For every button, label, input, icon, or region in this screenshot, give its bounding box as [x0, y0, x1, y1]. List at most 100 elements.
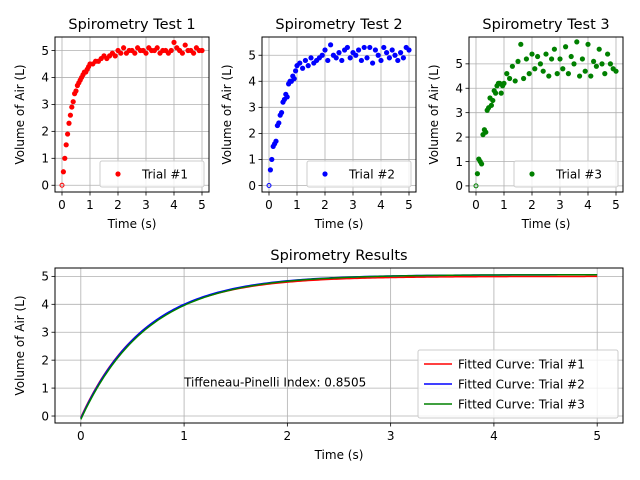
data-point	[483, 129, 489, 135]
y-tick-label: 3	[455, 106, 463, 120]
x-tick-label: 3	[387, 429, 395, 443]
data-point	[291, 76, 297, 82]
y-axis-label: Volume of Air (L)	[427, 64, 441, 164]
data-point	[143, 50, 149, 56]
x-axis-label: Time (s)	[314, 448, 364, 462]
data-point	[493, 90, 499, 96]
chart-1: 0 1 2 3 4 5 0 1 2 3 4 5 Spirometry Test 1 Time (s) Vol…	[13, 17, 210, 231]
data-point	[267, 167, 273, 173]
data-point	[121, 45, 127, 51]
data-point	[276, 120, 282, 126]
data-point	[344, 44, 350, 51]
data-point	[565, 71, 572, 77]
x-tick-label: 4	[584, 198, 592, 212]
data-point	[325, 57, 331, 64]
data-point	[473, 183, 479, 189]
data-point	[613, 68, 619, 74]
legend-marker	[322, 171, 328, 177]
data-point	[579, 56, 586, 62]
y-tick-label: 1	[41, 381, 49, 395]
y-tick-label: 4	[41, 298, 49, 312]
data-point	[333, 55, 339, 61]
y-axis-label: Volume of Air (L)	[220, 64, 234, 164]
data-point	[543, 51, 549, 57]
x-tick-label: 1	[293, 198, 301, 212]
x-axis-label: Time (s)	[107, 217, 157, 231]
chart-title: Spirometry Results	[270, 248, 407, 264]
legend-label: Trial #1	[141, 168, 188, 182]
data-point	[392, 52, 398, 58]
data-point	[65, 131, 71, 137]
data-point	[591, 58, 597, 65]
data-point	[319, 52, 325, 58]
y-tick-label: 4	[455, 82, 463, 96]
x-tick-label: 5	[612, 198, 620, 212]
data-point	[308, 55, 314, 61]
legend-label: Trial #3	[555, 168, 602, 182]
x-tick-label: 2	[528, 198, 536, 212]
data-point	[395, 57, 401, 64]
data-point	[59, 182, 65, 188]
data-point	[60, 169, 66, 175]
x-tick-label: 4	[377, 198, 385, 212]
y-axis-label: Volume of Air (L)	[13, 64, 27, 164]
axes-frame	[54, 36, 210, 193]
data-point	[599, 61, 605, 67]
legend-box	[417, 349, 619, 419]
data-point	[535, 53, 541, 60]
axes-frame	[54, 267, 624, 424]
data-point	[571, 61, 577, 67]
data-point	[279, 109, 285, 116]
axes-frame	[261, 36, 417, 193]
data-point	[367, 44, 373, 51]
x-tick-label: 0	[77, 429, 85, 443]
y-tick-label: 1	[41, 152, 49, 166]
data-point	[168, 47, 174, 54]
data-point	[328, 42, 334, 48]
data-point	[66, 120, 72, 126]
data-point	[532, 66, 538, 72]
data-point	[171, 39, 177, 45]
data-point	[526, 71, 532, 77]
data-point	[596, 46, 602, 52]
y-tick-label: 2	[248, 127, 256, 141]
legend-label: Fitted Curve: Trial #2	[458, 378, 585, 392]
data-point	[540, 68, 546, 74]
data-point	[273, 138, 279, 144]
data-point	[498, 90, 504, 96]
y-tick-label: 0	[41, 409, 49, 423]
data-point	[384, 50, 390, 56]
data-point	[523, 56, 530, 62]
y-tick-label: 0	[248, 179, 256, 193]
x-tick-label: 4	[490, 429, 498, 443]
chart-4: 0 1 2 3 4 5 0 1 2 3 4 5 Spirometry Results Time (s) Vo…	[13, 248, 624, 462]
y-tick-label: 2	[455, 130, 463, 144]
x-tick-label: 1	[86, 198, 94, 212]
data-point	[529, 51, 535, 57]
data-point	[501, 80, 507, 86]
legend-marker	[529, 171, 535, 177]
data-point	[356, 47, 362, 53]
data-point	[507, 75, 513, 82]
data-point	[62, 155, 68, 161]
y-tick-label: 3	[248, 101, 256, 115]
data-point	[118, 50, 124, 56]
data-point	[69, 104, 75, 110]
data-point	[537, 61, 544, 67]
data-point	[512, 78, 518, 84]
data-point	[474, 171, 480, 177]
legend-marker	[115, 171, 121, 177]
y-tick-label: 5	[248, 49, 256, 63]
chart-title: Spirometry Test 3	[482, 17, 609, 33]
data-point	[582, 68, 588, 74]
data-point	[515, 58, 521, 65]
data-point	[112, 53, 118, 59]
data-point	[300, 65, 306, 71]
legend: Fitted Curve: Trial #1 Fitted Curve: Tria…	[417, 349, 619, 419]
x-tick-label: 5	[593, 429, 601, 443]
data-point	[132, 50, 138, 56]
data-point	[154, 45, 160, 51]
legend-label: Trial #2	[348, 168, 395, 182]
data-point	[607, 61, 614, 67]
